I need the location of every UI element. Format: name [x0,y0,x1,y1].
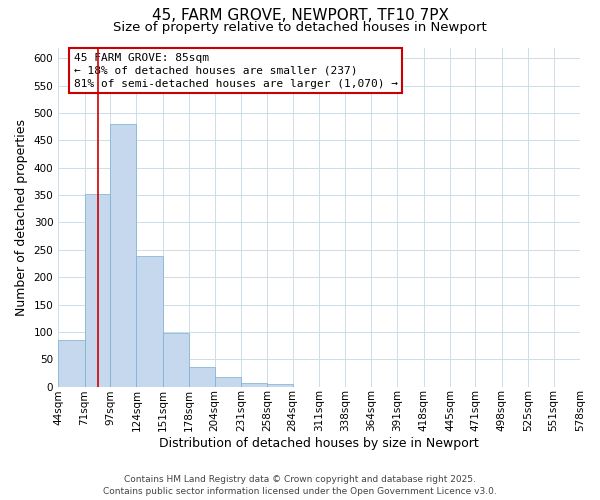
Bar [163,334,189,386]
Bar [267,384,293,386]
Bar [58,340,85,386]
Bar [136,256,163,386]
Bar [85,194,110,386]
Text: Contains HM Land Registry data © Crown copyright and database right 2025.
Contai: Contains HM Land Registry data © Crown c… [103,474,497,496]
Text: 45 FARM GROVE: 85sqm
← 18% of detached houses are smaller (237)
81% of semi-deta: 45 FARM GROVE: 85sqm ← 18% of detached h… [74,52,398,89]
Bar [215,376,241,386]
Text: Size of property relative to detached houses in Newport: Size of property relative to detached ho… [113,21,487,34]
Text: 45, FARM GROVE, NEWPORT, TF10 7PX: 45, FARM GROVE, NEWPORT, TF10 7PX [151,8,449,22]
Y-axis label: Number of detached properties: Number of detached properties [15,118,28,316]
Bar [241,382,267,386]
X-axis label: Distribution of detached houses by size in Newport: Distribution of detached houses by size … [159,437,479,450]
Bar [110,124,136,386]
Bar [189,368,215,386]
